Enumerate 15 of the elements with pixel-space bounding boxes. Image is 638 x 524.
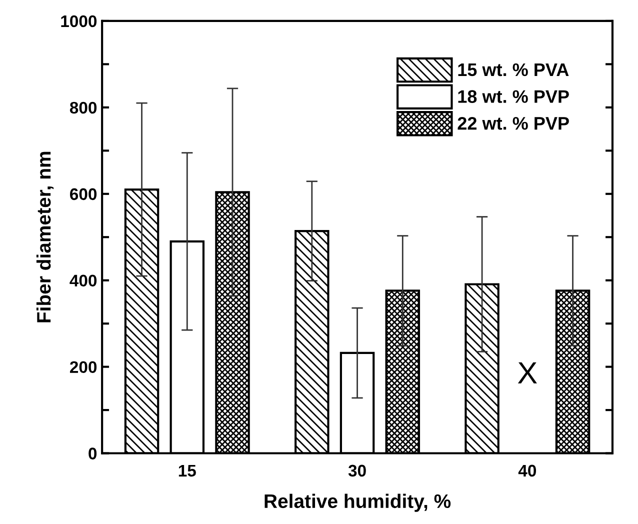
y-tick-label: 400 [70,274,97,287]
y-axis-title: Fiber diameter, nm [36,152,54,322]
y-tick-label: 1000 [61,15,97,28]
y-tick-label: 800 [70,102,97,114]
x-tick-label: 30 [348,464,366,477]
legend-label: 18 wt. % PVP [458,90,569,103]
legend-label: 15 wt. % PVA [458,63,569,76]
annotation: X [518,362,537,384]
legend-label: 22 wt. % PVP [458,116,569,130]
x-axis-title: Relative humidity, % [264,494,451,512]
y-tick-label: 200 [70,361,97,374]
y-tick-label: 600 [70,188,97,200]
x-tick-label: 40 [518,464,536,477]
x-tick-label: 15 [178,464,196,477]
y-tick-label: 0 [88,448,97,460]
